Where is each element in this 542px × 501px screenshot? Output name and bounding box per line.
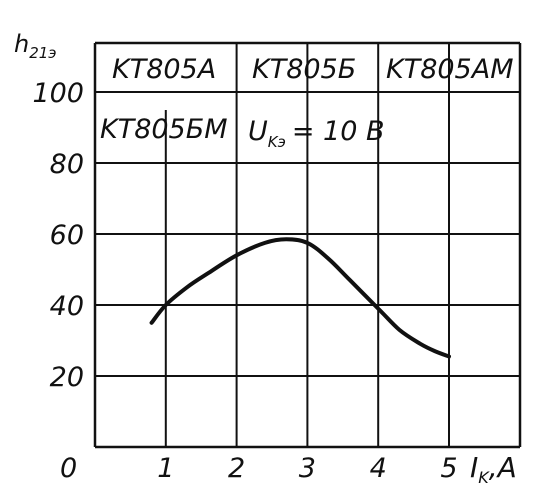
y-tick-label-40: 40 [50,291,84,322]
x-axis-title-unit: ,A [489,451,517,484]
x-axis-title: IK,A [470,451,517,487]
legend-kt805b: KT805Б [252,54,356,85]
y-tick-label-80: 80 [50,149,84,180]
y-tick-label-20: 20 [50,362,84,393]
x-tick-label-4: 4 [370,453,387,484]
series-line-0 [149,237,451,359]
y-tick-label-100: 100 [32,78,84,109]
y-tick-label-60: 60 [50,220,84,251]
x-axis-title-main: I [470,451,478,484]
y-axis-title-sub: 21э [29,44,56,62]
x-tick-label-2: 2 [228,453,245,484]
legend-kt805bm: KT805БM [100,114,228,145]
condition-voltage-subscript: Kэ [268,133,286,151]
series-layer [149,237,451,359]
x-tick-label-3: 3 [299,453,316,484]
condition-voltage-symbol: U [248,116,268,147]
condition-voltage-label: UKэ = 10 B [248,116,385,151]
y-axis-title: h21э [14,30,57,62]
x-tick-label-1: 1 [157,453,174,484]
y-axis-title-main: h [14,30,29,58]
x-axis-title-sub: K [478,468,490,487]
legend-kt805am: KT805AM [386,54,514,85]
legend-kt805a: KT805A [112,54,216,85]
x-tick-label-5: 5 [440,453,457,484]
origin-label: 0 [60,453,77,484]
tick-labels: 1 2 3 4 5 20 40 60 80 100 [32,78,457,484]
condition-voltage-value: = 10 B [292,116,385,147]
